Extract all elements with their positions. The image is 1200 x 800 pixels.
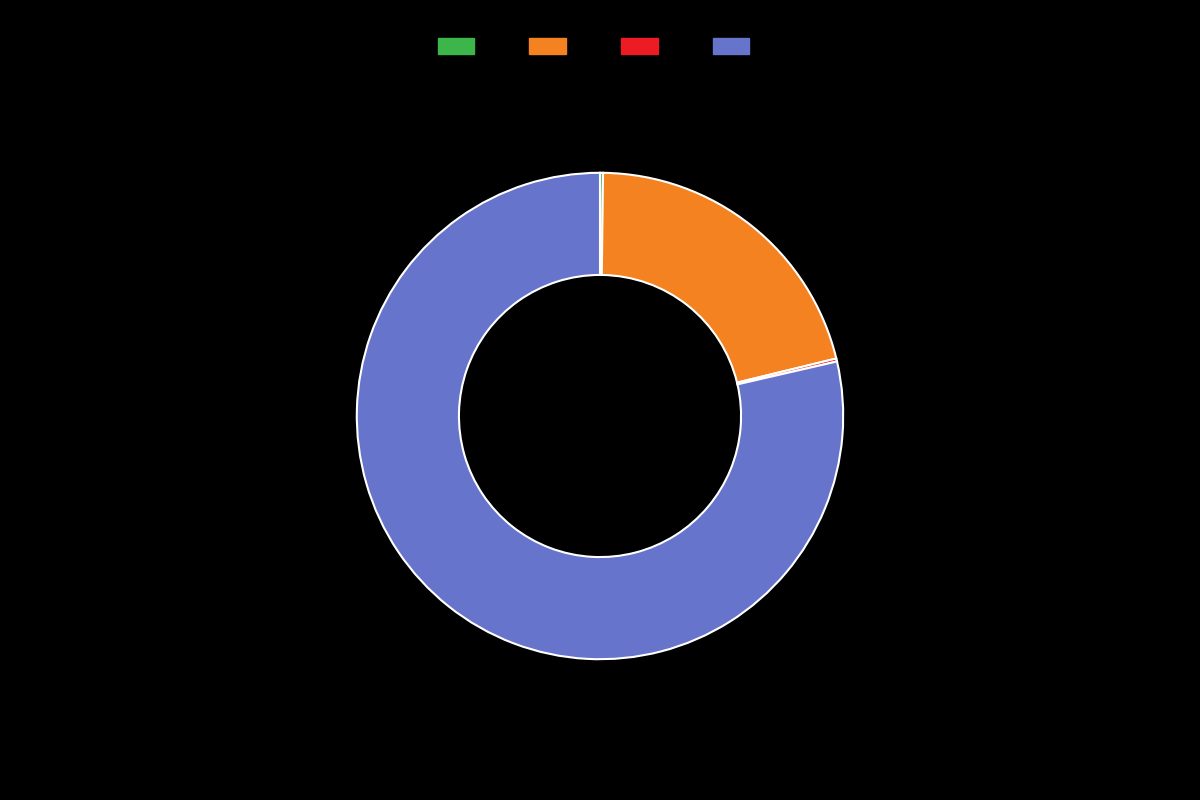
Wedge shape <box>737 358 838 384</box>
Wedge shape <box>600 173 604 275</box>
Wedge shape <box>356 173 844 659</box>
Wedge shape <box>601 173 836 382</box>
Legend: , , , : , , , <box>432 32 768 60</box>
